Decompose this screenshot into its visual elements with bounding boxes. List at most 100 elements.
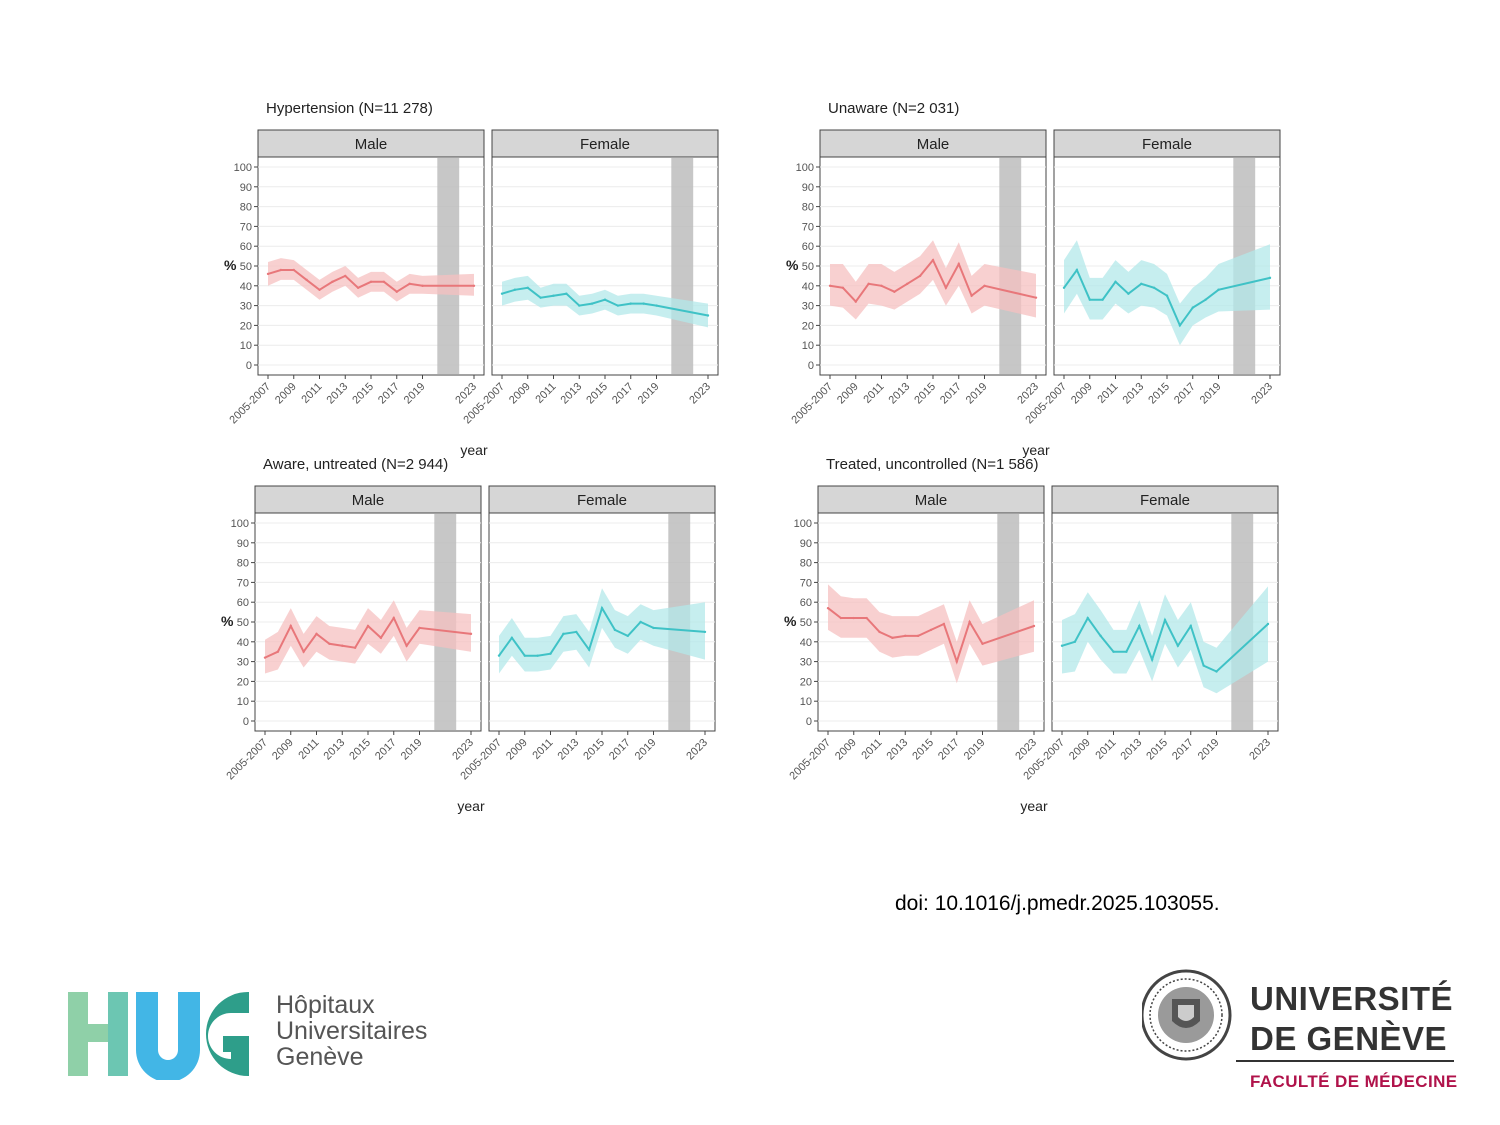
y-tick-label: 100 [796,162,814,174]
data-point [1062,286,1066,289]
data-point [916,634,920,638]
y-tick-label: 60 [802,241,814,253]
data-point [526,286,529,289]
x-tick-label: 2023 [453,381,479,407]
strip-box [1053,129,1281,158]
data-point [1150,658,1154,661]
x-axis-label: year [460,442,488,458]
data-point [1215,670,1218,673]
y-tick-label: 0 [243,716,249,728]
x-tick-label: 2011 [1095,381,1120,406]
y-tick-label: 100 [794,518,812,530]
x-tick-label: 2013 [559,381,585,407]
data-point [983,284,986,287]
data-point [562,632,565,636]
chart-0: Hypertension (N=11 278) Male 0 10 20 30 40 50 60… [224,100,719,458]
x-tick-label: 2017 [373,737,399,763]
data-point [629,302,632,305]
data-point [266,272,270,276]
data-point [392,616,395,620]
data-point [929,628,933,632]
strip-label: Male [915,492,948,509]
strip-label: Female [1142,136,1192,153]
x-tick-label: 2013 [556,737,582,763]
y-tick-label: 70 [800,577,812,589]
data-point [539,296,542,299]
strip-box [819,129,1047,158]
data-point [626,634,629,638]
y-tick-label: 20 [800,676,812,688]
data-point [523,654,526,657]
y-tick-label: 40 [802,281,814,293]
y-tick-label: 70 [240,221,252,233]
strip-box [817,485,1045,514]
y-tick-label: 20 [240,320,252,332]
unige-name-line-2: DE GENÈVE [1250,1020,1448,1057]
data-point [279,268,283,272]
y-tick-label: 70 [237,577,249,589]
x-tick-label: 2023 [687,381,713,407]
confidence-band [830,240,1036,320]
y-tick-label: 50 [240,261,252,273]
data-point [356,286,360,289]
data-point [603,298,607,301]
data-point [1202,664,1205,667]
chart-title: Unaware (N=2 031) [828,100,959,117]
data-point [828,284,832,287]
x-tick-label: 2017 [1172,381,1198,407]
hug-wordmark: Hôpitaux Universitaires Genève [276,992,427,1070]
data-point [302,650,305,653]
y-tick-label: 0 [808,360,814,372]
x-tick-label: 2023 [450,737,476,763]
x-tick-label: 2005-2007 [224,737,270,783]
confidence-band [828,584,1034,684]
data-point [880,284,883,287]
x-tick-label: 2011 [296,737,321,762]
data-point [854,300,857,303]
data-point [289,624,292,628]
hug-line-3: Genève [276,1043,364,1071]
data-point [942,622,946,626]
data-point [565,292,568,295]
x-tick-label: 2019 [402,381,428,407]
y-tick-label: 60 [800,597,812,609]
x-tick-label: 2017 [610,381,636,407]
data-point [865,616,868,620]
y-axis-label: % [221,613,234,629]
data-point [1268,276,1272,280]
data-point [918,274,922,278]
unige-faculty: FACULTÉ DE MÉDECINE [1250,1072,1458,1091]
x-tick-label: 2009 [835,381,861,407]
x-tick-label: 2013 [322,737,348,763]
x-tick-label: 2017 [936,737,962,763]
data-point [1204,298,1207,301]
strip-box [257,129,485,158]
data-point [1075,268,1079,272]
data-point [497,654,501,657]
x-tick-label: 2009 [507,381,533,407]
x-tick-label: 2009 [1069,381,1095,407]
shaded-interval [671,158,694,374]
data-point [852,616,855,620]
data-point [408,282,411,286]
x-tick-label: 2019 [399,737,425,763]
data-point [369,280,373,284]
series-line [267,269,474,293]
series-line [1061,616,1269,673]
x-tick-label: 2011 [861,381,886,406]
data-point [1163,618,1167,622]
y-tick-label: 100 [234,162,252,174]
data-point [1176,644,1180,647]
data-point [841,286,845,289]
x-tick-label: 2015 [910,737,936,763]
x-tick-label: 2019 [962,737,988,763]
y-tick-label: 40 [237,637,249,649]
strip-label: Male [355,136,388,153]
y-tick-label: 90 [802,182,814,194]
data-point [1165,294,1169,297]
data-point [878,630,881,634]
